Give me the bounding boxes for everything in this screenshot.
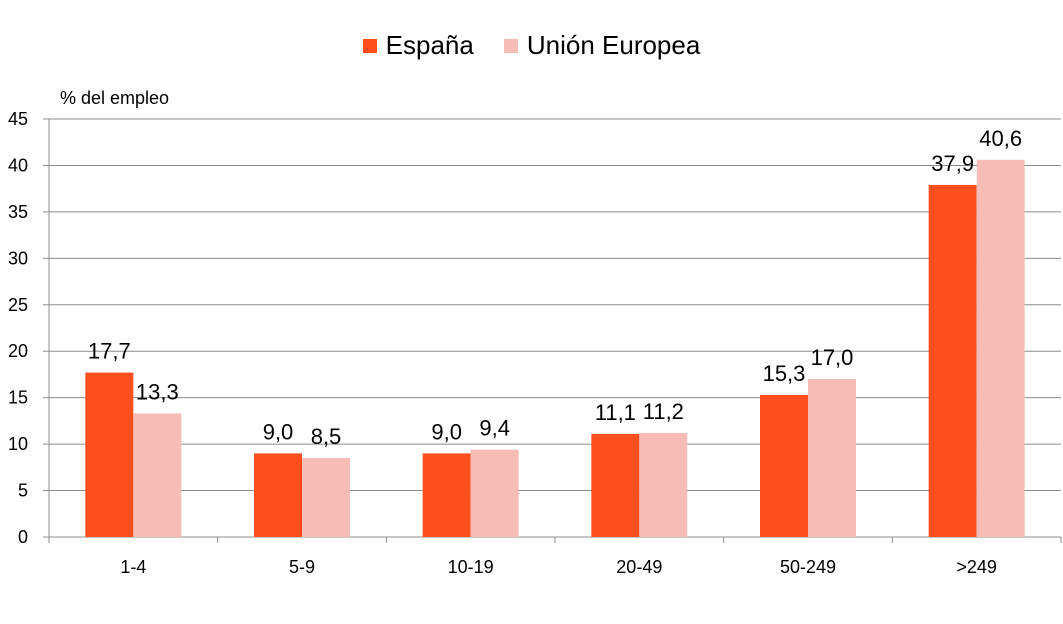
bar-union-europea xyxy=(470,449,519,537)
data-label-union-europea: 11,2 xyxy=(643,399,684,424)
y-tick-label: 25 xyxy=(8,295,28,315)
y-tick-label: 35 xyxy=(8,202,28,222)
bar-espana xyxy=(760,394,808,537)
legend-swatch-union-europea xyxy=(503,38,518,53)
y-tick-label: 40 xyxy=(8,155,28,175)
legend-item-espana: España xyxy=(362,30,474,61)
legend-swatch-espana xyxy=(362,38,377,53)
data-label-union-europea: 9,4 xyxy=(479,416,510,441)
y-tick-label: 30 xyxy=(8,248,28,268)
data-label-espana: 9,0 xyxy=(431,419,462,444)
y-tick-label: 15 xyxy=(8,388,28,408)
bar-union-europea xyxy=(976,159,1025,538)
bar-union-europea xyxy=(302,458,350,537)
x-tick-label: 50-249 xyxy=(780,557,836,577)
bar-union-europea xyxy=(808,379,856,537)
legend: España Unión Europea xyxy=(0,30,1063,61)
data-label-union-europea: 8,5 xyxy=(311,424,342,449)
data-label-espana: 17,7 xyxy=(88,339,131,364)
data-label-union-europea: 13,3 xyxy=(136,379,179,404)
data-label-espana: 9,0 xyxy=(263,419,294,444)
x-tick-label: >249 xyxy=(956,557,997,577)
x-tick-label: 5-9 xyxy=(289,557,315,577)
bar-union-europea xyxy=(133,413,182,537)
legend-label-union-europea: Unión Europea xyxy=(526,30,701,60)
bar-espana xyxy=(422,453,471,537)
y-tick-label: 20 xyxy=(8,341,28,361)
bar-espana xyxy=(928,184,977,537)
y-tick-label: 5 xyxy=(18,481,28,501)
bar-espana xyxy=(85,372,134,537)
data-label-espana: 15,3 xyxy=(763,361,806,386)
data-label-union-europea: 40,6 xyxy=(979,126,1022,151)
y-tick-label: 0 xyxy=(18,527,28,547)
y-axis-label: % del empleo xyxy=(60,88,170,108)
data-label-espana: 11,1 xyxy=(595,400,636,425)
data-label-union-europea: 17,0 xyxy=(811,345,854,370)
bar-union-europea xyxy=(639,432,688,537)
data-label-espana: 37,9 xyxy=(931,151,974,176)
y-tick-label: 45 xyxy=(8,109,28,129)
legend-label-espana: España xyxy=(385,30,474,60)
y-tick-label: 10 xyxy=(8,434,28,454)
x-tick-label: 1-4 xyxy=(120,557,146,577)
legend-item-union-europea: Unión Europea xyxy=(503,30,701,61)
x-tick-label: 10-19 xyxy=(448,557,494,577)
x-tick-label: 20-49 xyxy=(616,557,662,577)
bar-espana xyxy=(254,453,302,537)
bar-espana xyxy=(591,433,640,537)
